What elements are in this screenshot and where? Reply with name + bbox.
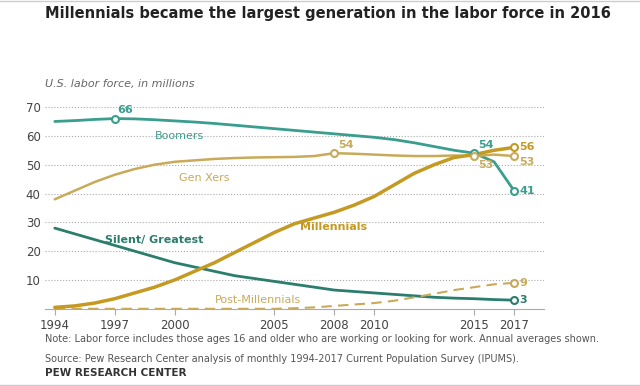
Text: Silent/ Greatest: Silent/ Greatest [105,235,203,245]
Text: Post-Millennials: Post-Millennials [214,295,301,305]
Text: 3: 3 [519,295,527,305]
Text: Source: Pew Research Center analysis of monthly 1994-2017 Current Population Sur: Source: Pew Research Center analysis of … [45,354,518,364]
Text: 54: 54 [478,140,493,150]
Text: 54: 54 [339,140,354,150]
Text: Boomers: Boomers [155,131,204,141]
Text: 53: 53 [478,160,493,170]
Text: 53: 53 [519,157,534,168]
Text: 9: 9 [519,278,527,288]
Text: Millennials: Millennials [300,222,367,232]
Text: Millennials became the largest generation in the labor force in 2016: Millennials became the largest generatio… [45,6,611,21]
Text: 41: 41 [519,186,534,196]
Text: Note: Labor force includes those ages 16 and older who are working or looking fo: Note: Labor force includes those ages 16… [45,334,599,344]
Text: U.S. labor force, in millions: U.S. labor force, in millions [45,79,195,89]
Text: PEW RESEARCH CENTER: PEW RESEARCH CENTER [45,368,186,378]
Text: 56: 56 [519,142,534,152]
Text: Gen Xers: Gen Xers [179,173,229,183]
Text: 66: 66 [118,105,133,115]
